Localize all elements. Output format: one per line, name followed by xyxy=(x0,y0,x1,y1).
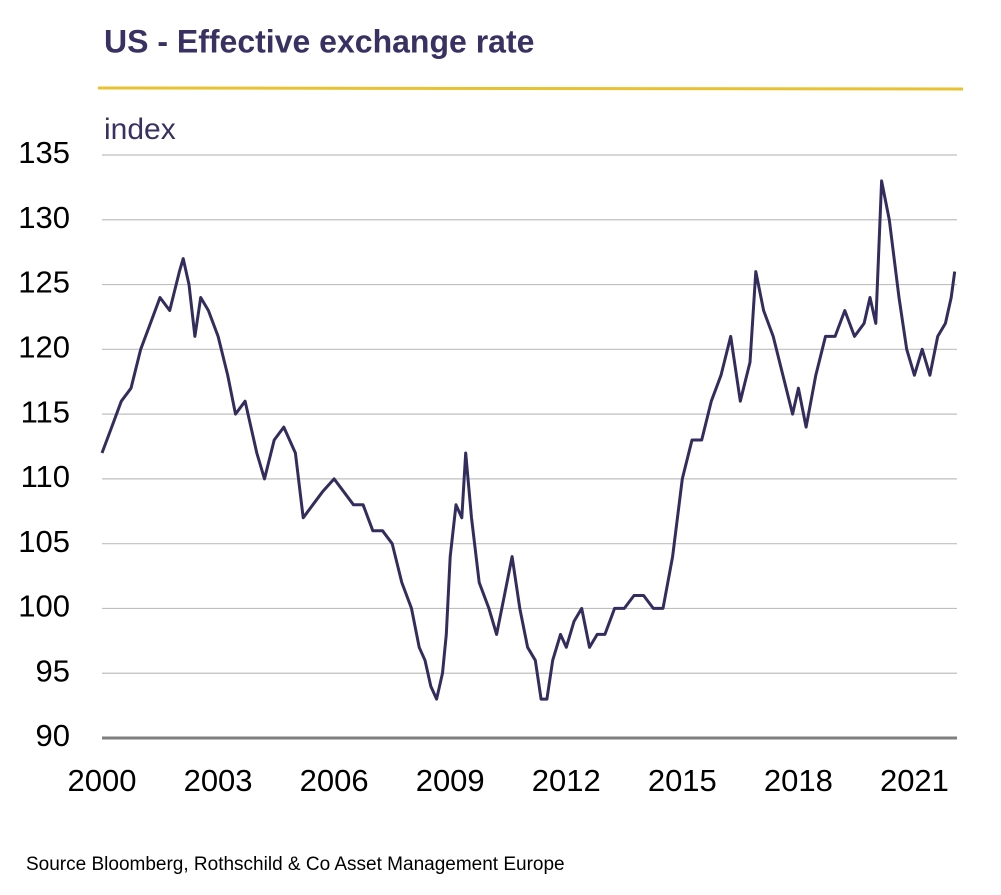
x-tick-label: 2018 xyxy=(764,763,833,798)
y-tick-label: 90 xyxy=(36,718,70,753)
y-tick-label: 95 xyxy=(36,653,70,688)
x-tick-label: 2003 xyxy=(184,763,253,798)
x-tick-label: 2012 xyxy=(532,763,601,798)
chart-title: US - Effective exchange rate xyxy=(104,23,534,59)
x-tick-label: 2015 xyxy=(648,763,717,798)
y-tick-label: 115 xyxy=(21,394,70,429)
y-tick-label: 125 xyxy=(18,265,70,300)
y-tick-label: 135 xyxy=(18,135,70,170)
title-rule xyxy=(97,86,964,91)
y-tick-label: 100 xyxy=(18,589,70,624)
y-tick-label: 105 xyxy=(18,524,70,559)
y-tick-label: 110 xyxy=(21,459,70,494)
x-tick-label: 2009 xyxy=(416,763,485,798)
x-tick-label: 2000 xyxy=(68,763,137,798)
y-tick-label: 130 xyxy=(18,200,70,235)
y-tick-label: 120 xyxy=(18,330,70,365)
x-tick-label: 2021 xyxy=(880,763,949,798)
y-axis-label: index xyxy=(104,113,176,146)
data-line xyxy=(100,179,957,701)
x-tick-label: 2006 xyxy=(300,763,369,798)
source-note: Source Bloomberg, Rothschild & Co Asset … xyxy=(26,854,565,875)
